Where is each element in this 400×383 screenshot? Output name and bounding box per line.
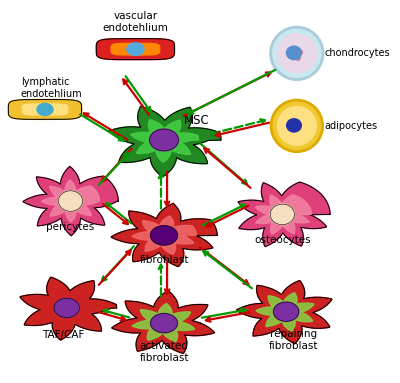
- Ellipse shape: [150, 129, 178, 151]
- Polygon shape: [8, 100, 82, 119]
- Polygon shape: [96, 39, 174, 60]
- Polygon shape: [42, 180, 100, 222]
- Ellipse shape: [54, 298, 79, 318]
- Polygon shape: [132, 303, 195, 342]
- Text: vascular
endotehlium: vascular endotehlium: [102, 11, 168, 33]
- Polygon shape: [109, 106, 221, 177]
- Text: TAF/CAF: TAF/CAF: [42, 330, 84, 340]
- Text: repairing
fibroblast: repairing fibroblast: [269, 329, 318, 350]
- Text: chondrocytes: chondrocytes: [324, 48, 390, 58]
- Ellipse shape: [127, 43, 144, 56]
- Ellipse shape: [150, 226, 178, 245]
- Text: fibroblast: fibroblast: [139, 255, 189, 265]
- Circle shape: [296, 56, 300, 61]
- Polygon shape: [256, 293, 314, 331]
- Circle shape: [278, 106, 316, 145]
- Ellipse shape: [58, 191, 83, 211]
- Polygon shape: [22, 104, 68, 115]
- Text: pericytes: pericytes: [46, 222, 95, 232]
- Polygon shape: [132, 216, 196, 254]
- Polygon shape: [111, 203, 217, 267]
- Text: MSC: MSC: [184, 115, 209, 128]
- Polygon shape: [238, 182, 330, 247]
- Circle shape: [298, 50, 302, 54]
- Text: activated
fibroblast: activated fibroblast: [139, 341, 189, 363]
- Circle shape: [270, 26, 324, 80]
- Polygon shape: [256, 195, 311, 234]
- Circle shape: [273, 102, 320, 149]
- Polygon shape: [38, 289, 97, 327]
- Ellipse shape: [274, 302, 299, 321]
- Text: osteocytes: osteocytes: [254, 234, 311, 245]
- Text: lymphatic
endotehlium: lymphatic endotehlium: [21, 77, 82, 100]
- Ellipse shape: [287, 119, 301, 132]
- Ellipse shape: [286, 46, 301, 60]
- Ellipse shape: [270, 204, 294, 225]
- Circle shape: [273, 29, 321, 77]
- Polygon shape: [23, 166, 118, 236]
- Circle shape: [270, 99, 323, 152]
- Polygon shape: [111, 43, 160, 55]
- Polygon shape: [236, 281, 332, 344]
- Circle shape: [290, 47, 295, 51]
- Ellipse shape: [37, 103, 53, 115]
- Polygon shape: [112, 291, 215, 353]
- Text: adipocytes: adipocytes: [324, 121, 378, 131]
- Polygon shape: [130, 119, 199, 162]
- Polygon shape: [20, 277, 116, 340]
- Ellipse shape: [150, 314, 178, 333]
- Circle shape: [277, 34, 316, 73]
